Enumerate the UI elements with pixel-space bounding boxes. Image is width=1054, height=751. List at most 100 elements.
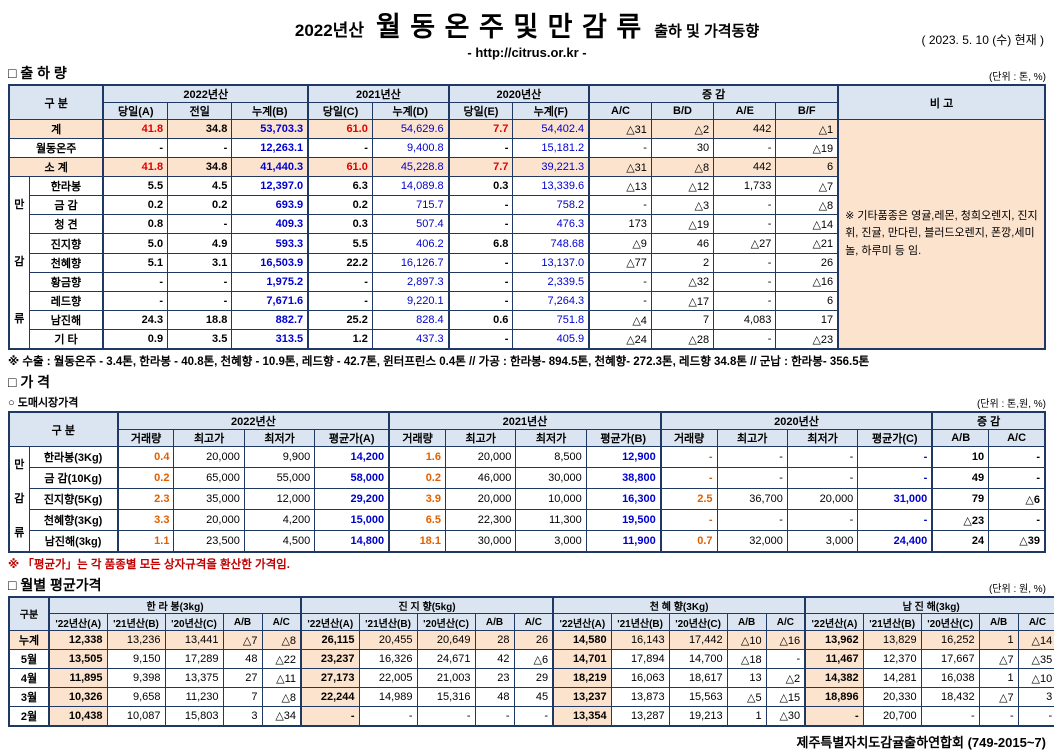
column-header-note: 비 고 bbox=[837, 84, 1046, 120]
value-cell: 13,287 bbox=[610, 706, 670, 726]
value-cell: 7 bbox=[650, 310, 715, 331]
value-cell: 17,667 bbox=[920, 649, 980, 669]
column-group-2021: 2021년산 bbox=[307, 84, 450, 103]
value-cell: 4,083 bbox=[713, 310, 777, 331]
group-label-mangamryu: 만 감 류 bbox=[8, 176, 30, 350]
value-cell: △23 bbox=[931, 509, 990, 531]
column-group-change: 증 감 bbox=[588, 84, 839, 103]
row-label: 4월 bbox=[8, 668, 50, 688]
value-cell: 8,500 bbox=[515, 446, 587, 468]
column-group-jinjihyang: 진 지 향(5kg) bbox=[300, 596, 554, 614]
shipment-row: 금 감 0.2 0.2 693.9 0.2 715.7-758.2- △3- △8 bbox=[9, 195, 1045, 216]
value-cell: △16 bbox=[775, 271, 839, 292]
column-header: 거래량 bbox=[388, 429, 446, 447]
value-cell: 20,000 bbox=[444, 446, 517, 468]
value-cell: 9,400.8 bbox=[371, 138, 450, 158]
value-cell: △12 bbox=[650, 175, 715, 197]
column-header: A/C bbox=[588, 102, 652, 120]
column-header: 최저가 bbox=[515, 429, 587, 447]
column-header: 누계(D) bbox=[371, 102, 450, 120]
value-cell: △6 bbox=[513, 649, 554, 669]
value-cell: 13,829 bbox=[862, 630, 922, 650]
monthly-row: 2월 10,438 10,087 15,803 3 △34- - - - -13,354 13,28… bbox=[8, 706, 1054, 726]
value-cell: - bbox=[588, 271, 652, 292]
column-header: '20년산(C) bbox=[164, 613, 224, 631]
price-subsection-title: ○ 도매시장가격 bbox=[8, 397, 79, 409]
value-cell: △7 bbox=[978, 687, 1019, 707]
value-cell: - bbox=[307, 138, 373, 158]
value-cell: 173 bbox=[588, 214, 652, 235]
value-cell: 34.8 bbox=[167, 157, 233, 177]
value-cell: △21 bbox=[775, 233, 839, 254]
value-cell: - bbox=[786, 446, 859, 468]
row-label: 진지향 bbox=[28, 233, 104, 254]
value-cell: 14,580 bbox=[552, 630, 612, 650]
title-line: 2022년산 월 동 온 주 및 만 감 류 출하 및 가격동향 bbox=[8, 5, 1046, 44]
value-cell: - bbox=[416, 706, 476, 726]
price-row: 만 감 류 한라봉(3Kg) 0.4 20,000 9,900 14,200 1.6 20,0… bbox=[8, 446, 1046, 552]
value-cell: 45 bbox=[513, 687, 554, 707]
value-cell: 11,300 bbox=[515, 509, 587, 531]
value-cell: 15,803 bbox=[164, 706, 224, 726]
value-cell: 751.8 bbox=[512, 310, 590, 331]
value-cell: 24 bbox=[931, 530, 990, 552]
value-cell: △5 bbox=[726, 687, 767, 707]
column-header: A/B bbox=[726, 613, 767, 631]
value-cell: 0.3 bbox=[447, 175, 514, 197]
monthly-row: 4월 11,895 9,398 13,375 27 △11 27,173 22,005 21,0… bbox=[8, 668, 1054, 688]
monthly-unit-label: (단위 : 원, %) bbox=[988, 583, 1046, 595]
value-cell: 12,000 bbox=[243, 488, 316, 510]
value-cell: △31 bbox=[588, 157, 652, 177]
value-cell: 14,800 bbox=[314, 530, 390, 552]
value-cell: 9,658 bbox=[106, 687, 166, 707]
value-cell: 12,263.1 bbox=[231, 138, 309, 158]
value-cell: △2 bbox=[765, 668, 806, 688]
value-cell: 2,339.5 bbox=[512, 271, 590, 292]
value-cell: 61.0 bbox=[307, 157, 373, 177]
monthly-row: 3월 10,326 9,658 11,230 7 △8 22,244 14,989 15,316… bbox=[8, 687, 1054, 707]
value-cell: 20,000 bbox=[173, 446, 245, 468]
page-title: 월 동 온 주 및 만 감 류 bbox=[375, 12, 643, 42]
value-cell: 26,115 bbox=[300, 630, 360, 650]
value-cell: 42 bbox=[474, 649, 515, 669]
value-cell: 27,173 bbox=[300, 668, 360, 688]
value-cell: - bbox=[659, 446, 718, 468]
value-cell: 18,432 bbox=[920, 687, 980, 707]
column-header: B/D bbox=[650, 102, 715, 120]
row-label: 한라봉(3Kg) bbox=[28, 446, 119, 468]
value-cell: 6 bbox=[775, 157, 839, 177]
value-cell: 12,338 bbox=[48, 630, 108, 650]
value-cell: 882.7 bbox=[231, 310, 309, 331]
value-cell: 54,402.4 bbox=[512, 119, 590, 139]
value-cell: △34 bbox=[261, 706, 302, 726]
value-cell: 828.4 bbox=[371, 310, 450, 331]
row-label: 2월 bbox=[8, 706, 50, 726]
monthly-average-price-table: 구분 한 라 봉(3kg) 진 지 향(5kg) 천 혜 향(3Kg) 남 진 … bbox=[8, 595, 1054, 727]
monthly-section-header: □ 월별 평균가격 (단위 : 원, %) bbox=[8, 575, 1046, 595]
value-cell: 38,800 bbox=[585, 467, 662, 489]
value-cell: 26 bbox=[775, 252, 839, 273]
row-label: 진지향(5Kg) bbox=[28, 488, 119, 510]
value-cell: 30,000 bbox=[444, 530, 517, 552]
value-cell: △6 bbox=[988, 488, 1046, 510]
value-cell: △77 bbox=[588, 252, 652, 273]
value-cell: 16,126.7 bbox=[371, 252, 450, 273]
column-group-2021: 2021년산 bbox=[388, 411, 662, 430]
column-header: A/B bbox=[474, 613, 515, 631]
value-cell: 1.1 bbox=[116, 530, 175, 552]
value-cell: 13,375 bbox=[164, 668, 224, 688]
value-cell: 16,503.9 bbox=[231, 252, 309, 273]
value-cell: 30 bbox=[650, 138, 715, 158]
value-cell: 3.9 bbox=[388, 488, 446, 510]
shipment-row: 천혜향 5.1 3.1 16,503.9 22.2 16,126.7-13,137.0 △7… bbox=[9, 252, 1045, 273]
column-header: 당일(C) bbox=[307, 102, 373, 120]
value-cell: - bbox=[167, 290, 233, 312]
row-label: 황금향 bbox=[28, 271, 104, 292]
value-cell: 9,900 bbox=[243, 446, 316, 468]
value-cell: △14 bbox=[1017, 630, 1054, 650]
value-cell: 16,326 bbox=[358, 649, 418, 669]
value-cell: 476.3 bbox=[512, 214, 590, 235]
column-group-2020: 2020년산 bbox=[447, 84, 590, 103]
value-cell: - bbox=[713, 290, 777, 312]
value-cell: △17 bbox=[650, 290, 715, 312]
